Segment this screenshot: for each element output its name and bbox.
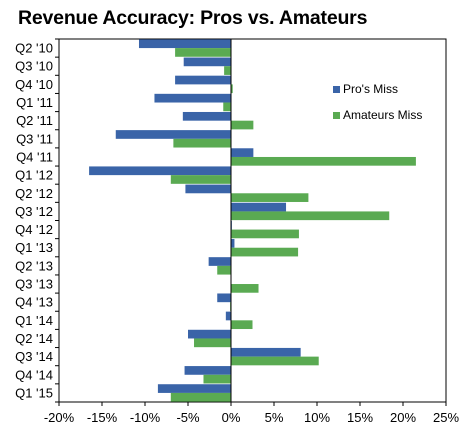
bar-amateurs-16 — [194, 338, 231, 348]
bar-amateurs-12 — [217, 265, 231, 275]
bar-amateurs-5 — [173, 138, 231, 148]
y-tick-label: Q1 '14 — [15, 313, 53, 328]
y-tick-label: Q4 '12 — [15, 222, 53, 237]
y-tick-label: Q4 '11 — [16, 149, 53, 164]
y-tick-label: Q3 '14 — [15, 349, 53, 364]
bar-amateurs-9 — [231, 211, 390, 221]
bar-amateurs-4 — [231, 120, 254, 130]
x-tick-label: -15% — [87, 410, 118, 425]
chart-title: Revenue Accuracy: Pros vs. Amateurs — [18, 7, 368, 29]
legend-label-pros: Pro's Miss — [343, 82, 398, 96]
y-tick-label: Q1 '12 — [15, 168, 53, 183]
x-tick-label: -10% — [130, 410, 161, 425]
bar-amateurs-10 — [231, 229, 299, 239]
x-tick-label: -5% — [176, 410, 200, 425]
bar-amateurs-3 — [223, 102, 231, 112]
bar-pros-8 — [185, 184, 231, 194]
y-tick-label: Q3 '11 — [16, 131, 53, 146]
y-tick-label: Q2 '12 — [15, 186, 53, 201]
bar-pros-0 — [138, 39, 231, 49]
bar-amateurs-6 — [231, 156, 416, 166]
y-tick-label: Q4 '13 — [15, 295, 53, 310]
bar-pros-18 — [184, 366, 231, 375]
bar-pros-4 — [182, 111, 231, 121]
legend-swatch-pros — [333, 86, 340, 93]
y-tick-label: Q2 '14 — [15, 331, 53, 346]
y-tick-label: Q2 '11 — [16, 113, 53, 128]
y-tick-label: Q2 '13 — [15, 258, 53, 273]
bar-amateurs-19 — [170, 392, 231, 402]
x-tick-label: -20% — [44, 410, 75, 425]
x-tick-label: 25% — [433, 410, 459, 425]
bar-pros-9 — [231, 202, 287, 212]
y-tick-label: Q1 '15 — [15, 385, 53, 400]
bar-pros-6 — [231, 148, 254, 157]
y-tick-label: Q3 '12 — [15, 204, 53, 219]
legend-swatch-amateurs — [333, 112, 340, 119]
bar-amateurs-17 — [231, 356, 319, 366]
bar-pros-5 — [115, 130, 231, 139]
bar-pros-19 — [157, 384, 231, 393]
bar-amateurs-15 — [231, 320, 253, 330]
bar-amateurs-11 — [231, 247, 299, 257]
x-tick-label: 20% — [390, 410, 416, 425]
y-tick-label: Q4 '14 — [15, 367, 53, 382]
bar-pros-17 — [231, 347, 301, 357]
bar-pros-14 — [217, 293, 231, 303]
bar-amateurs-8 — [231, 193, 309, 202]
bar-amateurs-2 — [231, 84, 233, 94]
bar-pros-12 — [208, 257, 231, 266]
bar-pros-16 — [188, 329, 231, 339]
bar-amateurs-0 — [175, 48, 231, 57]
x-tick-label: 0% — [222, 410, 241, 425]
y-tick-label: Q1 '11 — [16, 95, 53, 110]
y-tick-label: Q2 '10 — [15, 41, 53, 56]
bar-pros-7 — [89, 166, 231, 176]
bar-amateurs-13 — [231, 284, 259, 293]
bar-amateurs-7 — [170, 175, 231, 184]
y-tick-label: Q3 '10 — [15, 59, 53, 74]
x-tick-label: 5% — [265, 410, 284, 425]
bar-pros-2 — [175, 75, 231, 85]
bar-pros-1 — [183, 57, 231, 67]
bar-amateurs-18 — [203, 374, 231, 384]
bar-pros-3 — [154, 93, 231, 103]
x-tick-label: 10% — [304, 410, 330, 425]
legend-label-amateurs: Amateurs Miss — [343, 108, 422, 122]
y-tick-label: Q3 '13 — [15, 277, 53, 292]
bar-amateurs-1 — [224, 66, 231, 75]
bar-pros-15 — [225, 311, 231, 321]
bar-pros-11 — [231, 239, 235, 248]
y-tick-label: Q4 '10 — [15, 77, 53, 92]
y-tick-label: Q1 '13 — [15, 240, 53, 255]
x-tick-label: 15% — [347, 410, 373, 425]
